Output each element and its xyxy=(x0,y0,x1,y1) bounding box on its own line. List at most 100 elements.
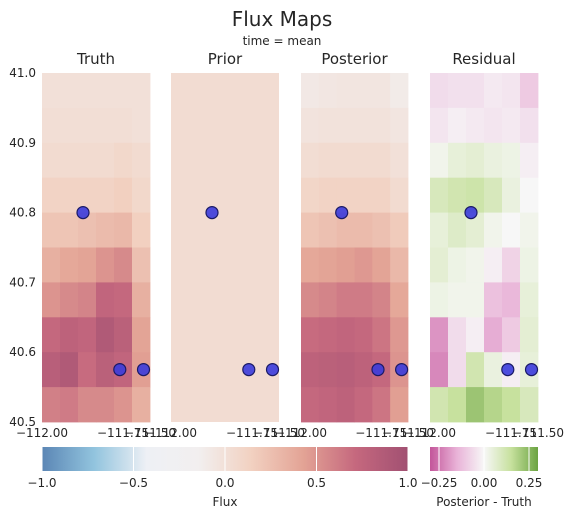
heatmap-cell xyxy=(114,142,133,179)
panel-truth: Truth −112.00 −111.75−111.50 xyxy=(16,50,176,440)
heatmap-cell xyxy=(390,142,409,179)
heatmap-cell xyxy=(520,73,539,109)
colorbar-tick-label: 0.00 xyxy=(471,476,498,490)
heatmap-cell xyxy=(171,73,279,422)
heatmap-cell xyxy=(372,212,391,248)
heatmap-cell xyxy=(301,177,320,213)
heatmap-cell xyxy=(502,247,521,283)
heatmap-cell xyxy=(354,282,373,318)
panel-prior: Prior −112.00 −111.75−111.50 xyxy=(145,50,305,440)
heatmap-cell xyxy=(336,142,355,179)
heatmap-cell xyxy=(60,387,79,423)
figure-subtitle: time = mean xyxy=(243,34,322,48)
colorbar-tick-label: 0.5 xyxy=(307,476,326,490)
x-tick-label: −111.50 xyxy=(382,426,434,440)
heatmap-cell xyxy=(354,317,373,353)
x-tick-label: −111.50 xyxy=(124,426,176,440)
heatmap-cell xyxy=(466,177,485,213)
heatmap-cell xyxy=(42,387,61,423)
heatmap-cell xyxy=(336,107,355,144)
heatmap-cell xyxy=(448,73,467,109)
heatmap-cell xyxy=(42,73,61,109)
heatmap-cell xyxy=(318,73,338,109)
y-tick-label: 40.7 xyxy=(9,275,36,289)
heatmap-cell xyxy=(96,177,115,213)
heatmap-cell xyxy=(301,282,320,318)
measurement-point xyxy=(242,363,256,377)
heatmap-cell xyxy=(336,387,355,423)
heatmap-cell xyxy=(78,282,97,318)
heatmap-cell xyxy=(502,212,521,248)
heatmap-cell xyxy=(60,142,79,179)
heatmap-cell xyxy=(318,107,338,144)
panel-title: Prior xyxy=(208,50,243,68)
heatmap-cell xyxy=(301,352,320,388)
heatmap-cell xyxy=(520,387,539,423)
heatmap-cell xyxy=(42,282,61,318)
heatmap-cell xyxy=(96,387,115,423)
heatmap-cell xyxy=(301,317,320,353)
heatmap-cell xyxy=(354,387,373,423)
figure-title: Flux Maps xyxy=(232,7,333,31)
heatmap-cell xyxy=(78,387,97,423)
colorbar-tick-label: −0.5 xyxy=(119,476,148,490)
heatmap-cell xyxy=(448,142,467,179)
heatmap-cell xyxy=(448,247,467,283)
heatmap-cell xyxy=(114,212,133,248)
heatmap-cell xyxy=(520,317,539,353)
measurement-point xyxy=(464,206,478,220)
heatmap-cell xyxy=(96,282,115,318)
heatmap-cell xyxy=(520,142,539,179)
heatmap-cell xyxy=(484,177,503,213)
heatmap-cell xyxy=(484,247,503,283)
heatmap-cell xyxy=(42,107,61,144)
heatmap-cell xyxy=(132,317,151,353)
heatmap-cell xyxy=(354,177,373,213)
x-tick-label: −111.75 xyxy=(97,426,149,440)
y-tick-label: 41.0 xyxy=(9,66,36,80)
heatmap-cell xyxy=(132,107,151,144)
heatmap-cell xyxy=(484,212,503,248)
heatmap-cell xyxy=(42,142,61,179)
heatmap-cell xyxy=(60,282,79,318)
x-tick-label: −111.75 xyxy=(226,426,278,440)
colorbar-label: Flux xyxy=(213,495,238,509)
heatmap-cell xyxy=(96,142,115,179)
heatmap-cell xyxy=(336,282,355,318)
heatmap-cell xyxy=(430,142,449,179)
heatmap-cell xyxy=(78,73,97,109)
heatmap-cell xyxy=(96,247,115,283)
heatmap-cell xyxy=(318,212,338,248)
heatmap-cell xyxy=(448,352,467,388)
heatmap-cell xyxy=(132,247,151,283)
heatmap-cell xyxy=(318,247,338,283)
heatmap-cell xyxy=(354,107,373,144)
panel-title: Posterior xyxy=(321,50,388,68)
heatmap-cell xyxy=(502,387,521,423)
heatmap-cell xyxy=(132,177,151,213)
heatmap-cell xyxy=(372,73,391,109)
heatmap-cell xyxy=(448,282,467,318)
heatmap-cell xyxy=(336,317,355,353)
heatmap-cell xyxy=(354,247,373,283)
measurement-point xyxy=(205,206,219,220)
heatmap-cell xyxy=(520,247,539,283)
x-tick-label: −112.00 xyxy=(404,426,456,440)
colorbar-tick-label: −1.0 xyxy=(27,476,56,490)
y-tick-label: 40.5 xyxy=(9,415,36,429)
measurement-point xyxy=(136,363,151,377)
heatmap-cell xyxy=(42,352,61,388)
heatmap-cell xyxy=(466,142,485,179)
heatmap-cell xyxy=(484,107,503,144)
heatmap-cell xyxy=(466,352,485,388)
heatmap-cell xyxy=(42,212,61,248)
heatmap-cell xyxy=(96,317,115,353)
heatmap-cell xyxy=(390,107,409,144)
heatmap-cell xyxy=(502,282,521,318)
heatmap-cell xyxy=(372,282,391,318)
x-tick-label: −111.75 xyxy=(485,426,537,440)
heatmap-cell xyxy=(60,177,79,213)
heatmap-cell xyxy=(448,177,467,213)
panel-residual: Residual −112.00 −111.75−111.50 xyxy=(404,50,564,440)
